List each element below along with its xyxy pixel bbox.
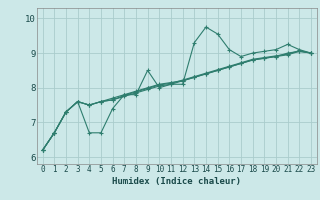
- X-axis label: Humidex (Indice chaleur): Humidex (Indice chaleur): [112, 177, 241, 186]
